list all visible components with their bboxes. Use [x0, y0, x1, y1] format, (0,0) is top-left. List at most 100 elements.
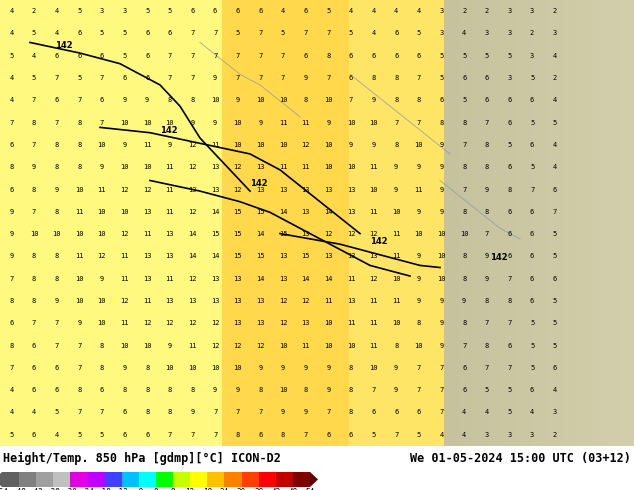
Text: 9: 9: [213, 387, 217, 393]
Text: 4: 4: [349, 8, 353, 14]
Text: 9: 9: [327, 387, 330, 393]
Text: 14: 14: [324, 209, 333, 215]
Text: 6: 6: [462, 365, 466, 371]
Text: 6: 6: [507, 343, 512, 348]
Text: 4: 4: [32, 53, 36, 59]
Text: 10: 10: [75, 276, 84, 282]
Text: 2: 2: [485, 8, 489, 14]
Text: 6: 6: [190, 8, 195, 14]
Text: 2: 2: [32, 8, 36, 14]
Text: 7: 7: [281, 75, 285, 81]
Text: 8: 8: [462, 276, 466, 282]
Text: 7: 7: [327, 30, 330, 36]
Text: 6: 6: [10, 142, 13, 148]
Text: 6: 6: [100, 387, 104, 393]
Text: 10: 10: [437, 231, 446, 237]
Text: 11: 11: [120, 276, 129, 282]
Text: 10: 10: [370, 365, 378, 371]
Text: 11: 11: [370, 343, 378, 348]
Text: 4: 4: [553, 387, 557, 393]
Text: 8: 8: [281, 432, 285, 438]
Text: 13: 13: [165, 298, 174, 304]
Text: 14: 14: [211, 253, 219, 259]
Text: 15: 15: [256, 209, 264, 215]
Text: 2: 2: [462, 8, 466, 14]
Text: 4: 4: [417, 8, 421, 14]
Text: 12: 12: [188, 276, 197, 282]
Text: 3: 3: [100, 8, 104, 14]
Text: 6: 6: [372, 410, 376, 416]
Text: 8: 8: [55, 276, 59, 282]
Text: 10: 10: [279, 98, 287, 103]
Text: 10: 10: [279, 387, 287, 393]
Text: -8: -8: [134, 488, 143, 490]
Text: 142: 142: [370, 237, 387, 246]
Text: 5: 5: [236, 30, 240, 36]
Text: 3: 3: [485, 432, 489, 438]
Text: 9: 9: [439, 187, 444, 193]
Text: 10: 10: [415, 231, 423, 237]
Text: 13: 13: [143, 209, 152, 215]
Text: 7: 7: [281, 53, 285, 59]
Text: 3: 3: [507, 8, 512, 14]
Text: 7: 7: [77, 365, 81, 371]
Text: 9: 9: [100, 164, 104, 170]
Text: 42: 42: [271, 488, 280, 490]
Text: 3: 3: [439, 30, 444, 36]
Text: Height/Temp. 850 hPa [gdmp][°C] ICON-D2: Height/Temp. 850 hPa [gdmp][°C] ICON-D2: [3, 452, 281, 465]
Text: 9: 9: [439, 343, 444, 348]
Text: 15: 15: [233, 209, 242, 215]
Text: 3: 3: [530, 53, 534, 59]
Text: 13: 13: [143, 253, 152, 259]
Text: 9: 9: [236, 387, 240, 393]
Text: 10: 10: [324, 164, 333, 170]
Text: 5: 5: [10, 432, 13, 438]
Text: 7: 7: [439, 410, 444, 416]
Text: 4: 4: [530, 410, 534, 416]
Text: 12: 12: [233, 187, 242, 193]
Bar: [156, 472, 173, 487]
Text: 9: 9: [439, 209, 444, 215]
Text: 5: 5: [439, 75, 444, 81]
Text: -38: -38: [46, 488, 60, 490]
Text: 9: 9: [213, 120, 217, 125]
Text: 3: 3: [530, 432, 534, 438]
Text: 13: 13: [256, 187, 264, 193]
Text: 9: 9: [281, 365, 285, 371]
Text: 10: 10: [370, 187, 378, 193]
Text: 4: 4: [55, 8, 59, 14]
Text: 10: 10: [143, 164, 152, 170]
Text: -48: -48: [12, 488, 26, 490]
Text: 13: 13: [143, 276, 152, 282]
Text: 7: 7: [417, 365, 421, 371]
Text: 3: 3: [122, 8, 127, 14]
Text: -42: -42: [29, 488, 43, 490]
Text: 9: 9: [236, 98, 240, 103]
Text: 7: 7: [77, 98, 81, 103]
Text: 10: 10: [324, 142, 333, 148]
Text: 8: 8: [10, 343, 13, 348]
Text: 2: 2: [553, 8, 557, 14]
Text: 7: 7: [304, 432, 307, 438]
Text: 2: 2: [553, 432, 557, 438]
Text: 4: 4: [553, 53, 557, 59]
Text: 11: 11: [165, 276, 174, 282]
Text: -30: -30: [63, 488, 77, 490]
Text: 5: 5: [507, 142, 512, 148]
Text: 7: 7: [213, 53, 217, 59]
Text: 48: 48: [288, 488, 297, 490]
Text: 7: 7: [190, 53, 195, 59]
Text: 30: 30: [237, 488, 246, 490]
Text: 11: 11: [370, 164, 378, 170]
Text: 11: 11: [75, 209, 84, 215]
Text: 11: 11: [370, 209, 378, 215]
Bar: [173, 472, 190, 487]
Text: 9: 9: [168, 343, 172, 348]
Text: 3: 3: [507, 30, 512, 36]
Text: 6: 6: [304, 53, 307, 59]
Text: 6: 6: [258, 432, 262, 438]
Text: 5: 5: [530, 75, 534, 81]
Text: 10: 10: [256, 98, 264, 103]
Text: 7: 7: [77, 410, 81, 416]
Text: 6: 6: [168, 30, 172, 36]
